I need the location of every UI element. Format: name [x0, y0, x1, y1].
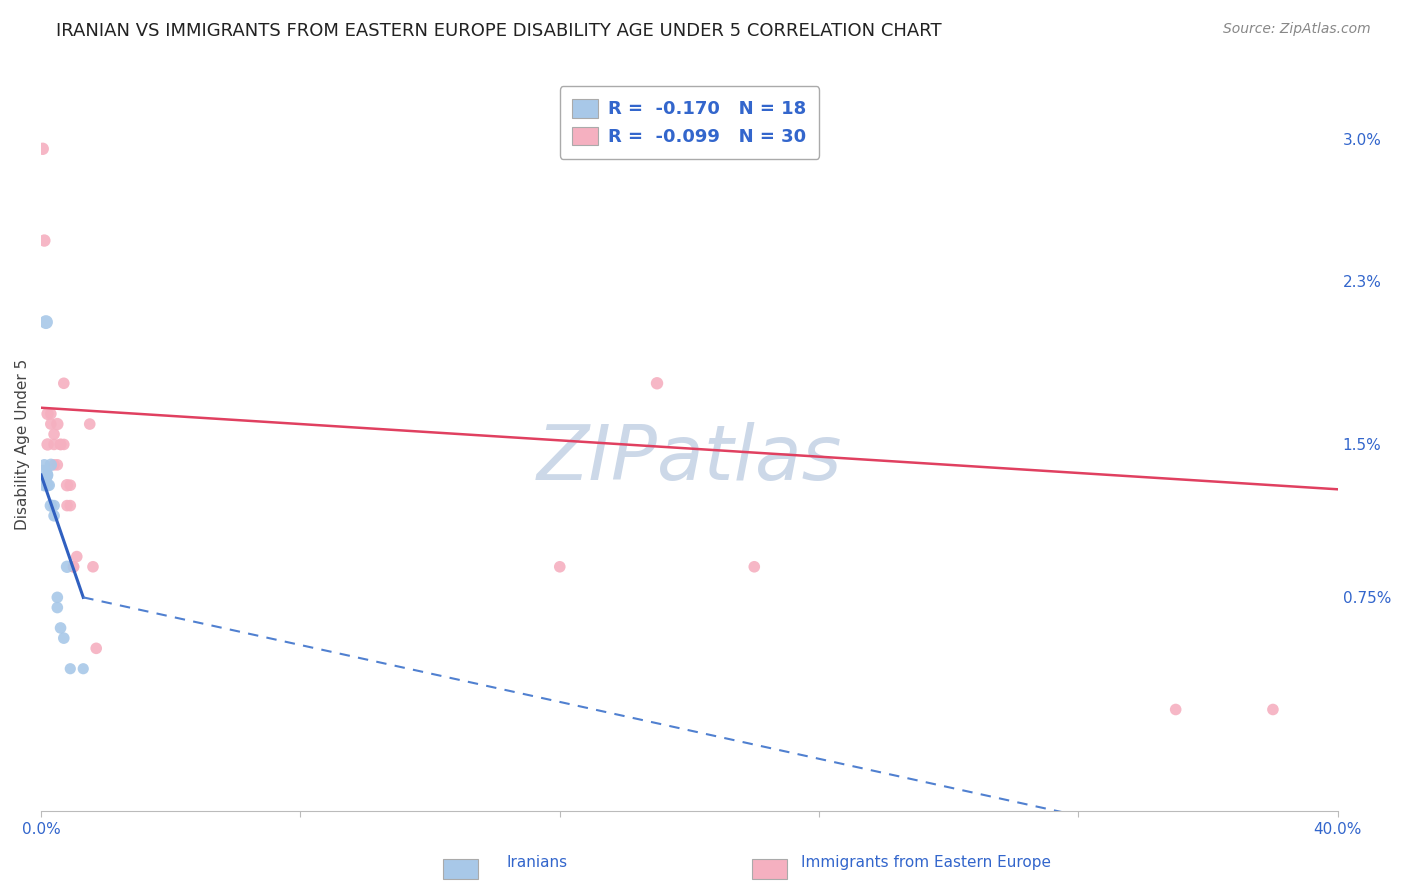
- Text: ZIPatlas: ZIPatlas: [537, 422, 842, 496]
- Point: [49, 437, 72, 451]
- Point: [548, 559, 571, 574]
- Point: [46, 417, 69, 431]
- Point: [52, 631, 75, 645]
- Point: [82, 559, 104, 574]
- Point: [59, 662, 82, 676]
- Point: [38, 478, 60, 492]
- Point: [1261, 702, 1284, 716]
- Y-axis label: Disability Age Under 5: Disability Age Under 5: [15, 359, 30, 530]
- Point: [62, 559, 84, 574]
- Point: [66, 549, 89, 564]
- Point: [46, 458, 69, 472]
- Point: [742, 559, 765, 574]
- Point: [79, 417, 101, 431]
- Point: [46, 600, 69, 615]
- Point: [42, 437, 65, 451]
- Text: Immigrants from Eastern Europe: Immigrants from Eastern Europe: [801, 855, 1052, 870]
- Point: [84, 641, 107, 656]
- Point: [42, 427, 65, 442]
- Point: [34, 458, 56, 472]
- Point: [34, 478, 56, 492]
- Point: [59, 499, 82, 513]
- Point: [39, 499, 62, 513]
- Point: [39, 407, 62, 421]
- Point: [42, 458, 65, 472]
- Point: [37, 478, 59, 492]
- Point: [49, 437, 72, 451]
- Text: Iranians: Iranians: [506, 855, 567, 870]
- Point: [52, 376, 75, 391]
- Point: [56, 559, 79, 574]
- Legend: R =  -0.170   N = 18, R =  -0.099   N = 30: R = -0.170 N = 18, R = -0.099 N = 30: [560, 87, 820, 159]
- Point: [37, 407, 59, 421]
- Point: [59, 478, 82, 492]
- Point: [39, 458, 62, 472]
- Point: [56, 478, 79, 492]
- Point: [31, 468, 53, 483]
- Point: [62, 559, 84, 574]
- Point: [31, 142, 53, 156]
- Point: [37, 468, 59, 483]
- Point: [1164, 702, 1187, 716]
- Text: Source: ZipAtlas.com: Source: ZipAtlas.com: [1223, 22, 1371, 37]
- Point: [42, 508, 65, 523]
- Text: IRANIAN VS IMMIGRANTS FROM EASTERN EUROPE DISABILITY AGE UNDER 5 CORRELATION CHA: IRANIAN VS IMMIGRANTS FROM EASTERN EUROP…: [56, 22, 942, 40]
- Point: [37, 437, 59, 451]
- Point: [46, 591, 69, 605]
- Point: [49, 621, 72, 635]
- Point: [52, 437, 75, 451]
- Point: [34, 234, 56, 248]
- Point: [56, 499, 79, 513]
- Point: [42, 499, 65, 513]
- Point: [72, 662, 94, 676]
- Point: [35, 315, 58, 329]
- Point: [39, 417, 62, 431]
- Point: [645, 376, 668, 391]
